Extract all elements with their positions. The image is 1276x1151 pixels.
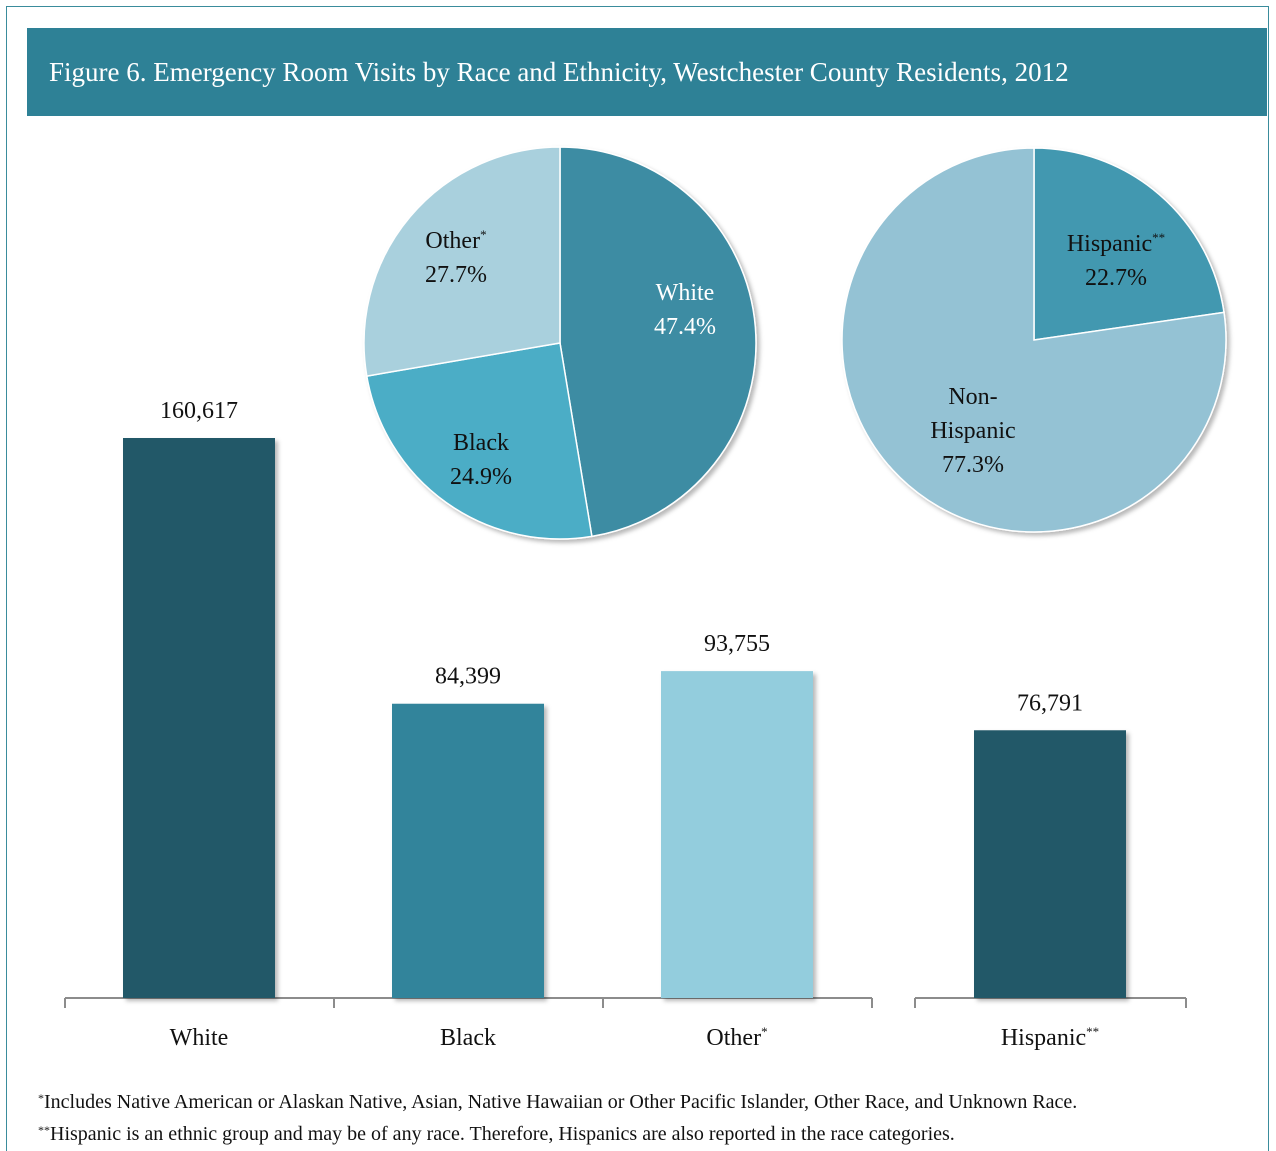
x-tick-label-white: White [170,1025,229,1051]
ethnicity-pie-slice-non-hispanic [841,147,1227,533]
ethnicity-pie-label-non-hispanic-2: Hispanic [930,418,1015,444]
footnote-1: *Includes Native American or Alaskan Nat… [38,1084,1077,1116]
footnotes: *Includes Native American or Alaskan Nat… [38,1084,1077,1148]
race-pie-value-black: 24.9% [450,464,512,490]
bar-value-label-hispanic: 76,791 [1017,690,1083,716]
race-pie-slice-white [559,146,757,538]
ethnicity-pie-label-hispanic: Hispanic** [1067,230,1165,257]
race-pie-label-black: Black [453,430,509,456]
x-tick-label-other: Other* [706,1024,767,1051]
ethnicity-pie-slices [841,147,1227,533]
title-bar: Figure 6. Emergency Room Visits by Race … [27,28,1267,116]
race-pie-value-other: 27.7% [425,262,487,288]
bar-value-label-white: 160,617 [160,398,238,424]
footnote-2-mark: ** [38,1123,50,1137]
figure-frame [6,6,1269,1151]
ethnicity-pie-value-non-hispanic: 77.3% [942,452,1004,478]
bar-value-label-other: 93,755 [704,631,770,657]
race-pie-slice-black [365,342,593,540]
footnote-1-mark: * [38,1091,44,1105]
footnote-1-text: Includes Native American or Alaskan Nati… [44,1091,1078,1113]
bar-hispanic [974,730,1126,998]
race-pie-slice-other [363,146,561,377]
bar-value-label-black: 84,399 [435,664,501,690]
footnote-2: **Hispanic is an ethnic group and may be… [38,1116,1077,1148]
chart-title: Figure 6. Emergency Room Visits by Race … [49,57,1069,87]
race-pie-label-other: Other* [425,227,486,254]
chart-canvas: 160,617 White 84,399 Black 93,755 Other* 76,79… [64,146,1227,1051]
bar-other [661,671,813,998]
x-tick-label-hispanic: Hispanic** [1001,1024,1099,1051]
footnote-2-text: Hispanic is an ethnic group and may be o… [50,1123,955,1145]
x-tick-label-black: Black [440,1025,496,1051]
race-pie-label-white: White [656,280,715,306]
bar-white [123,438,275,998]
race-pie-value-white: 47.4% [654,314,716,340]
ethnicity-pie-value-hispanic: 22.7% [1085,265,1147,291]
bar-black [392,703,544,998]
race-pie-slices [363,146,757,540]
ethnicity-pie-slice-hispanic [1033,147,1225,341]
ethnicity-pie-label-non-hispanic-1: Non- [948,384,997,410]
